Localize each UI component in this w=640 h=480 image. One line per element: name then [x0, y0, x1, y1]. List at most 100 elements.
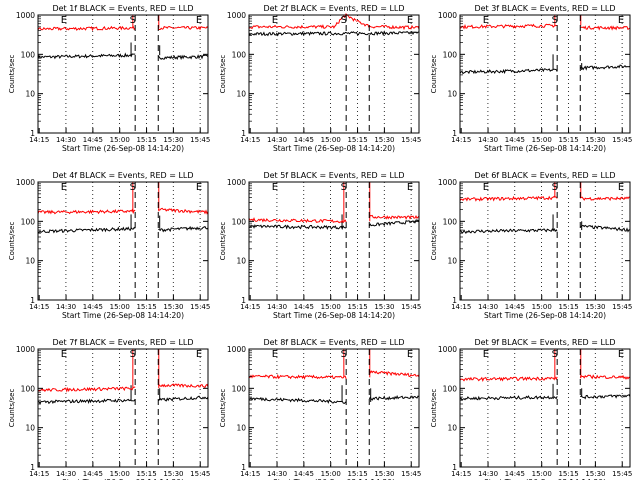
x-tick-label: 15:45 [190, 136, 210, 144]
plot-frame [459, 181, 631, 301]
event-marker-s: S [341, 182, 347, 193]
x-tick-label: 15:45 [401, 470, 421, 478]
x-tick-label: 15:00 [110, 303, 130, 311]
y-tick-label: 1 [241, 129, 246, 138]
y-tick-label: 1 [30, 296, 35, 305]
lld-series [248, 370, 420, 380]
x-tick-label: 15:45 [612, 470, 632, 478]
x-axis-label: Start Time (26-Sep-08 14:14:20) [484, 144, 606, 153]
lld-series [459, 195, 631, 202]
x-tick-label: 15:15 [558, 303, 578, 311]
event-marker-s: S [552, 15, 558, 26]
event-marker-e: E [196, 182, 202, 193]
event-marker-s: S [552, 182, 558, 193]
y-axis-label: Counts/sec [430, 222, 438, 261]
event-marker-s: S [341, 15, 347, 26]
y-axis-label: Counts/sec [430, 389, 438, 428]
lld-series [459, 23, 631, 31]
panel-title: Det 1f BLACK = Events, RED = LLD [52, 4, 193, 13]
x-tick-label: 14:15 [29, 303, 49, 311]
x-tick-label: 14:15 [451, 136, 471, 144]
event-marker-e: E [618, 182, 624, 193]
x-tick-label: 14:45 [505, 470, 525, 478]
x-tick-label: 14:30 [56, 136, 76, 144]
events-series [459, 64, 631, 75]
x-tick-label: 15:45 [612, 136, 632, 144]
x-tick-label: 14:15 [240, 136, 260, 144]
y-axis-label: Counts/sec [219, 389, 227, 428]
x-tick-label: 14:30 [267, 303, 287, 311]
x-tick-label: 15:15 [136, 136, 156, 144]
plot-frame [37, 348, 209, 468]
x-tick-label: 15:00 [532, 136, 552, 144]
x-tick-label: 15:00 [110, 136, 130, 144]
x-tick-label: 14:45 [83, 136, 103, 144]
y-axis-label: Counts/sec [8, 222, 16, 261]
panel-title: Det 4f BLACK = Events, RED = LLD [52, 171, 193, 180]
det-panel-5: Det 5f BLACK = Events, RED = LLD 1 10 100 10… [219, 171, 421, 320]
y-tick-label: 100 [21, 50, 36, 59]
x-tick-label: 14:15 [240, 303, 260, 311]
event-marker-e: E [272, 349, 278, 360]
x-tick-label: 15:30 [374, 470, 394, 478]
x-tick-label: 15:00 [532, 470, 552, 478]
x-tick-label: 14:45 [294, 470, 314, 478]
x-tick-label: 14:45 [294, 136, 314, 144]
x-tick-label: 15:30 [163, 136, 183, 144]
lld-series [248, 13, 420, 31]
y-tick-label: 100 [21, 217, 36, 226]
x-tick-label: 14:45 [83, 303, 103, 311]
y-tick-label: 1 [241, 463, 246, 472]
x-tick-label: 14:30 [267, 136, 287, 144]
panel-title: Det 9f BLACK = Events, RED = LLD [474, 338, 615, 347]
x-axis-label: Start Time (26-Sep-08 14:14:20) [273, 478, 395, 480]
x-tick-label: 15:15 [347, 303, 367, 311]
x-tick-label: 15:45 [190, 470, 210, 478]
y-axis-label: Counts/sec [8, 389, 16, 428]
x-axis-label: Start Time (26-Sep-08 14:14:20) [273, 144, 395, 153]
event-marker-e: E [483, 15, 489, 26]
det-panel-2: Det 2f BLACK = Events, RED = LLD 1 10 100 10… [219, 4, 421, 153]
x-tick-label: 14:45 [83, 470, 103, 478]
x-tick-label: 14:30 [478, 303, 498, 311]
det-panel-9: Det 9f BLACK = Events, RED = LLD 1 10 100 10… [430, 338, 632, 480]
x-tick-label: 15:15 [136, 303, 156, 311]
x-tick-label: 14:15 [451, 303, 471, 311]
lld-series [37, 25, 209, 32]
x-tick-label: 14:30 [56, 470, 76, 478]
plot-frame [248, 181, 420, 301]
event-marker-s: S [130, 182, 136, 193]
event-marker-e: E [407, 182, 413, 193]
events-series [37, 395, 209, 405]
x-tick-label: 15:15 [558, 136, 578, 144]
panel-title: Det 6f BLACK = Events, RED = LLD [474, 171, 615, 180]
y-tick-label: 1000 [438, 345, 457, 354]
y-tick-label: 100 [232, 384, 247, 393]
events-series [248, 394, 420, 404]
x-tick-label: 14:45 [505, 303, 525, 311]
x-tick-label: 14:45 [294, 303, 314, 311]
event-marker-e: E [483, 182, 489, 193]
x-axis-label: Start Time (26-Sep-08 14:14:20) [62, 144, 184, 153]
x-tick-label: 15:00 [110, 470, 130, 478]
events-series [459, 394, 631, 401]
lld-series [37, 383, 209, 393]
x-axis-label: Start Time (26-Sep-08 14:14:20) [484, 311, 606, 320]
event-marker-e: E [61, 349, 67, 360]
event-marker-e: E [407, 349, 413, 360]
lld-series [459, 374, 631, 382]
x-tick-label: 14:45 [505, 136, 525, 144]
panel-title: Det 8f BLACK = Events, RED = LLD [263, 338, 404, 347]
event-marker-e: E [407, 15, 413, 26]
event-marker-s: S [341, 349, 347, 360]
y-tick-label: 100 [232, 50, 247, 59]
y-tick-label: 1000 [16, 345, 35, 354]
y-tick-label: 10 [236, 257, 246, 266]
y-tick-label: 10 [447, 257, 457, 266]
y-tick-label: 100 [443, 50, 458, 59]
y-tick-label: 10 [236, 90, 246, 99]
x-tick-label: 15:00 [321, 303, 341, 311]
det-panel-4: Det 4f BLACK = Events, RED = LLD 1 10 100 10… [8, 171, 210, 320]
event-marker-e: E [61, 15, 67, 26]
y-tick-label: 1 [30, 463, 35, 472]
